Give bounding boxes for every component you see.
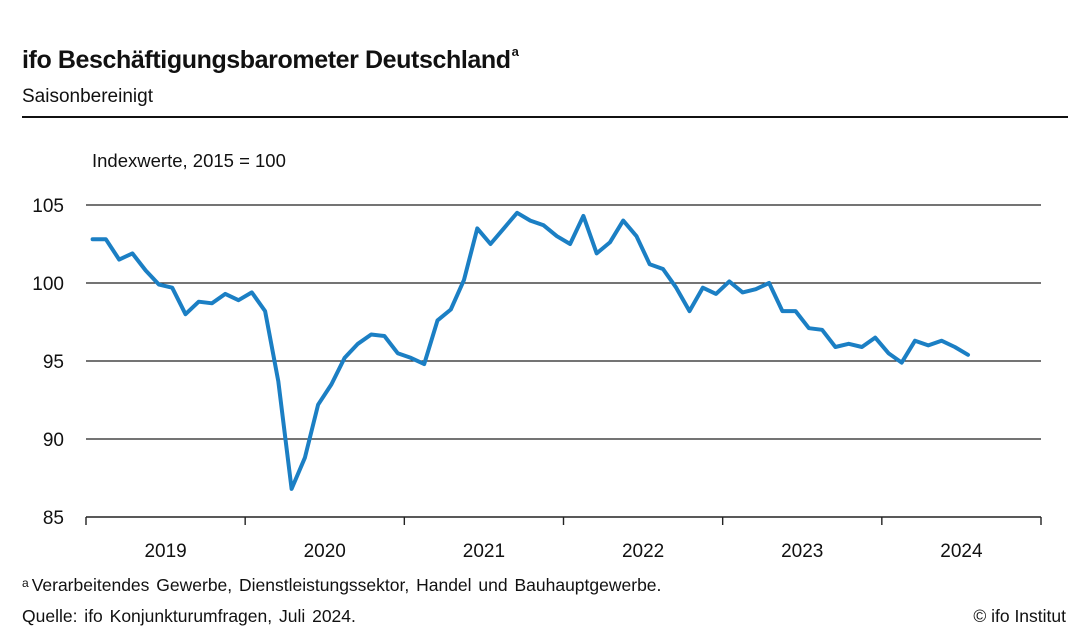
y-tick-label-85: 85 <box>43 508 64 529</box>
x-tick-label-2020: 2020 <box>304 541 346 562</box>
footnote: a Verarbeitendes Gewerbe, Dienstleistungs… <box>22 575 661 596</box>
x-axis-year-labels: 2019 2020 2021 2022 2023 2024 <box>144 541 983 562</box>
series-lines <box>90 210 970 491</box>
gridlines <box>86 204 1041 440</box>
chart-subtitle: Saisonbereinigt <box>22 86 153 107</box>
y-tick-label-95: 95 <box>43 352 64 373</box>
y-axis-unit-label: Indexwerte, 2015 = 100 <box>92 150 286 171</box>
x-axis <box>85 516 1042 525</box>
copyright-credit: © ifo Institut <box>973 606 1066 626</box>
footnote-marker: a <box>22 576 29 590</box>
x-tick-label-2021: 2021 <box>463 541 505 562</box>
title-divider <box>22 116 1068 118</box>
series-line-0 <box>90 210 970 491</box>
x-tick-label-2019: 2019 <box>144 541 186 562</box>
x-tick-label-2024: 2024 <box>940 541 983 562</box>
title-footnote-marker: a <box>511 44 519 59</box>
source-note: Quelle: ifo Konjunkturumfragen, Juli 202… <box>22 606 356 626</box>
footnote-text: Verarbeitendes Gewerbe, Dienstleistungss… <box>31 575 662 595</box>
chart-title: ifo Beschäftigungsbarometer Deutschlanda <box>22 44 519 74</box>
x-tick-label-2023: 2023 <box>781 541 823 562</box>
y-tick-label-90: 90 <box>43 430 64 451</box>
y-axis-tick-labels: 105 100 95 90 85 <box>32 196 64 529</box>
x-tick-label-2022: 2022 <box>622 541 664 562</box>
y-tick-label-100: 100 <box>32 274 64 295</box>
y-tick-label-105: 105 <box>32 196 64 217</box>
